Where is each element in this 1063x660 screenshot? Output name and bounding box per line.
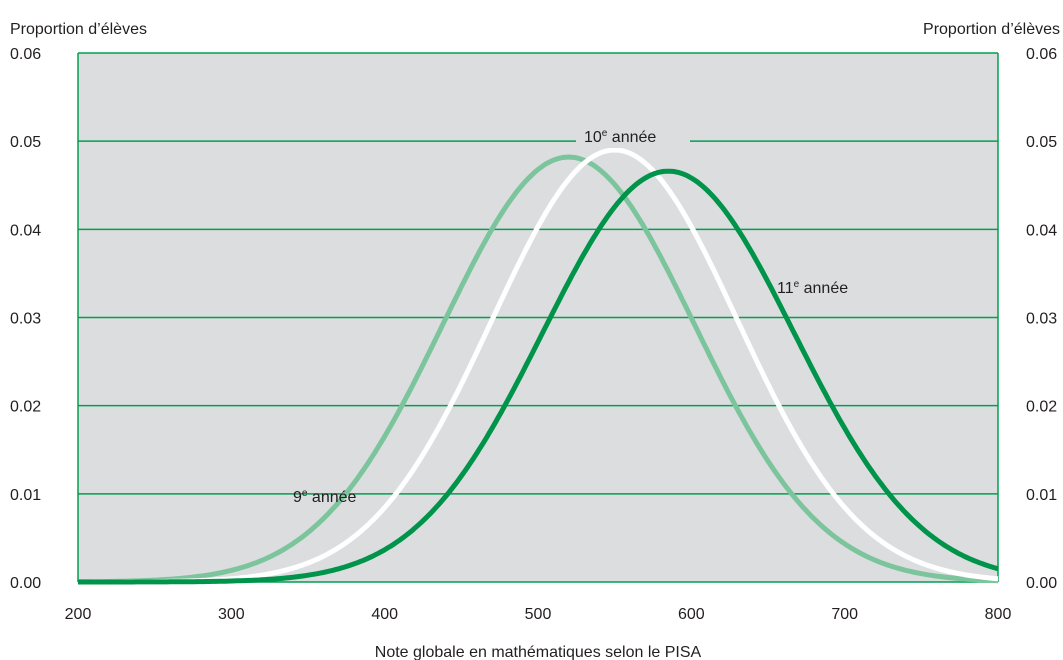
x-ticks: 200 300 400 500 600 700 800 bbox=[65, 606, 1012, 623]
series-line-9e bbox=[78, 154, 999, 585]
x-tick-label: 400 bbox=[371, 606, 398, 623]
y-tick-label-right: 0.01 bbox=[1026, 487, 1057, 504]
y-tick-label-left: 0.02 bbox=[10, 399, 41, 416]
x-tick-label: 300 bbox=[218, 606, 245, 623]
y-tick-label-right: 0.05 bbox=[1026, 134, 1057, 151]
series-label-10e: 10e année bbox=[584, 128, 656, 146]
y-axis-title-left: Proportion d’élèves bbox=[10, 21, 147, 38]
y-tick-label-left: 0.00 bbox=[10, 575, 41, 592]
y-tick-label-left: 0.04 bbox=[10, 222, 41, 239]
y-tick-label-right: 0.02 bbox=[1026, 399, 1057, 416]
series-line-11e bbox=[78, 168, 999, 585]
x-tick-label: 700 bbox=[831, 606, 858, 623]
x-tick-label: 800 bbox=[985, 606, 1012, 623]
series-label-10e-background bbox=[576, 126, 690, 148]
y-tick-label-right: 0.06 bbox=[1026, 46, 1057, 63]
x-tick-label: 200 bbox=[65, 606, 92, 623]
y-ticks-right: 0.00 0.01 0.02 0.03 0.04 0.05 0.06 bbox=[1026, 46, 1057, 592]
y-ticks-left: 0.00 0.01 0.02 0.03 0.04 0.05 0.06 bbox=[10, 46, 41, 592]
y-tick-label-left: 0.05 bbox=[10, 134, 41, 151]
x-tick-label: 500 bbox=[525, 606, 552, 623]
x-tick-label: 600 bbox=[678, 606, 705, 623]
y-axis-title-right: Proportion d’élèves bbox=[923, 21, 1060, 38]
series-label-9e: 9e année bbox=[293, 488, 357, 506]
y-tick-label-right: 0.04 bbox=[1026, 222, 1057, 239]
x-axis-title: Note globale en mathématiques selon le P… bbox=[375, 644, 702, 660]
series-lines bbox=[78, 147, 999, 585]
y-tick-label-left: 0.03 bbox=[10, 311, 41, 328]
y-tick-label-left: 0.01 bbox=[10, 487, 41, 504]
series-label-11e: 11e année bbox=[777, 279, 848, 297]
y-tick-label-right: 0.03 bbox=[1026, 311, 1057, 328]
y-tick-label-left: 0.06 bbox=[10, 46, 41, 63]
y-tick-label-right: 0.00 bbox=[1026, 575, 1057, 592]
